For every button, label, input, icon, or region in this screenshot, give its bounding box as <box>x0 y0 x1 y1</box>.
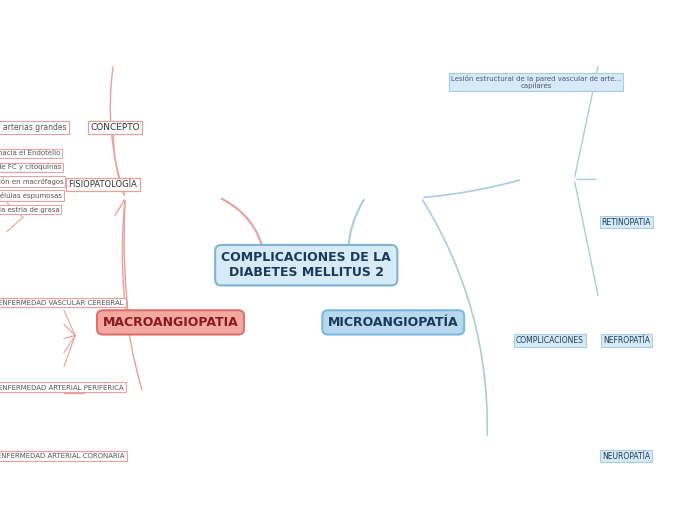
FancyArrowPatch shape <box>122 200 142 390</box>
FancyArrowPatch shape <box>424 180 519 198</box>
Text: CONCEPTO: CONCEPTO <box>90 123 140 132</box>
Text: RETINOPATIA: RETINOPATIA <box>601 217 651 227</box>
Text: en arterias grandes: en arterias grandes <box>0 123 67 132</box>
Text: hacia el Endotelio: hacia el Endotelio <box>0 150 61 157</box>
FancyArrowPatch shape <box>222 199 264 252</box>
Text: FISIOPATOLOGÍA: FISIOPATOLOGÍA <box>69 180 137 189</box>
Text: NEFROPATÍA: NEFROPATÍA <box>603 336 650 345</box>
FancyArrowPatch shape <box>348 200 364 252</box>
Text: COMPLICACIONES DE LA
DIABETES MELLITUS 2: COMPLICACIONES DE LA DIABETES MELLITUS 2 <box>221 251 391 279</box>
Text: ENFERMEDAD VASCULAR CEREBRAL: ENFERMEDAD VASCULAR CEREBRAL <box>0 300 124 306</box>
Text: la estria de grasa: la estria de grasa <box>0 206 60 213</box>
Text: células espumosas: células espumosas <box>0 192 62 199</box>
Text: MACROANGIOPATIA: MACROANGIOPATIA <box>102 316 239 329</box>
FancyArrowPatch shape <box>115 200 124 215</box>
Text: ENFERMEDAD ARTERIAL CORONARIA: ENFERMEDAD ARTERIAL CORONARIA <box>0 453 125 459</box>
FancyArrowPatch shape <box>422 200 487 435</box>
FancyArrowPatch shape <box>110 67 125 195</box>
Text: Lesión estructural de la pared vascular de arte...
capílares: Lesión estructural de la pared vascular … <box>451 75 621 89</box>
Text: NEUROPATÍA: NEUROPATÍA <box>602 451 651 461</box>
FancyArrowPatch shape <box>124 200 130 333</box>
FancyArrowPatch shape <box>575 67 598 177</box>
Text: COMPLICACIONES: COMPLICACIONES <box>516 336 584 345</box>
Text: ción en macrófagos: ción en macrófagos <box>0 178 63 185</box>
FancyArrowPatch shape <box>575 182 598 295</box>
FancyArrowPatch shape <box>113 135 125 195</box>
Text: de FC y citoquinas: de FC y citoquinas <box>0 164 61 171</box>
Text: MICROANGIOPATÍA: MICROANGIOPATÍA <box>328 316 459 329</box>
Text: ENFERMEDAD ARTERIAL PERIFÉRICA: ENFERMEDAD ARTERIAL PERIFÉRICA <box>0 384 124 391</box>
